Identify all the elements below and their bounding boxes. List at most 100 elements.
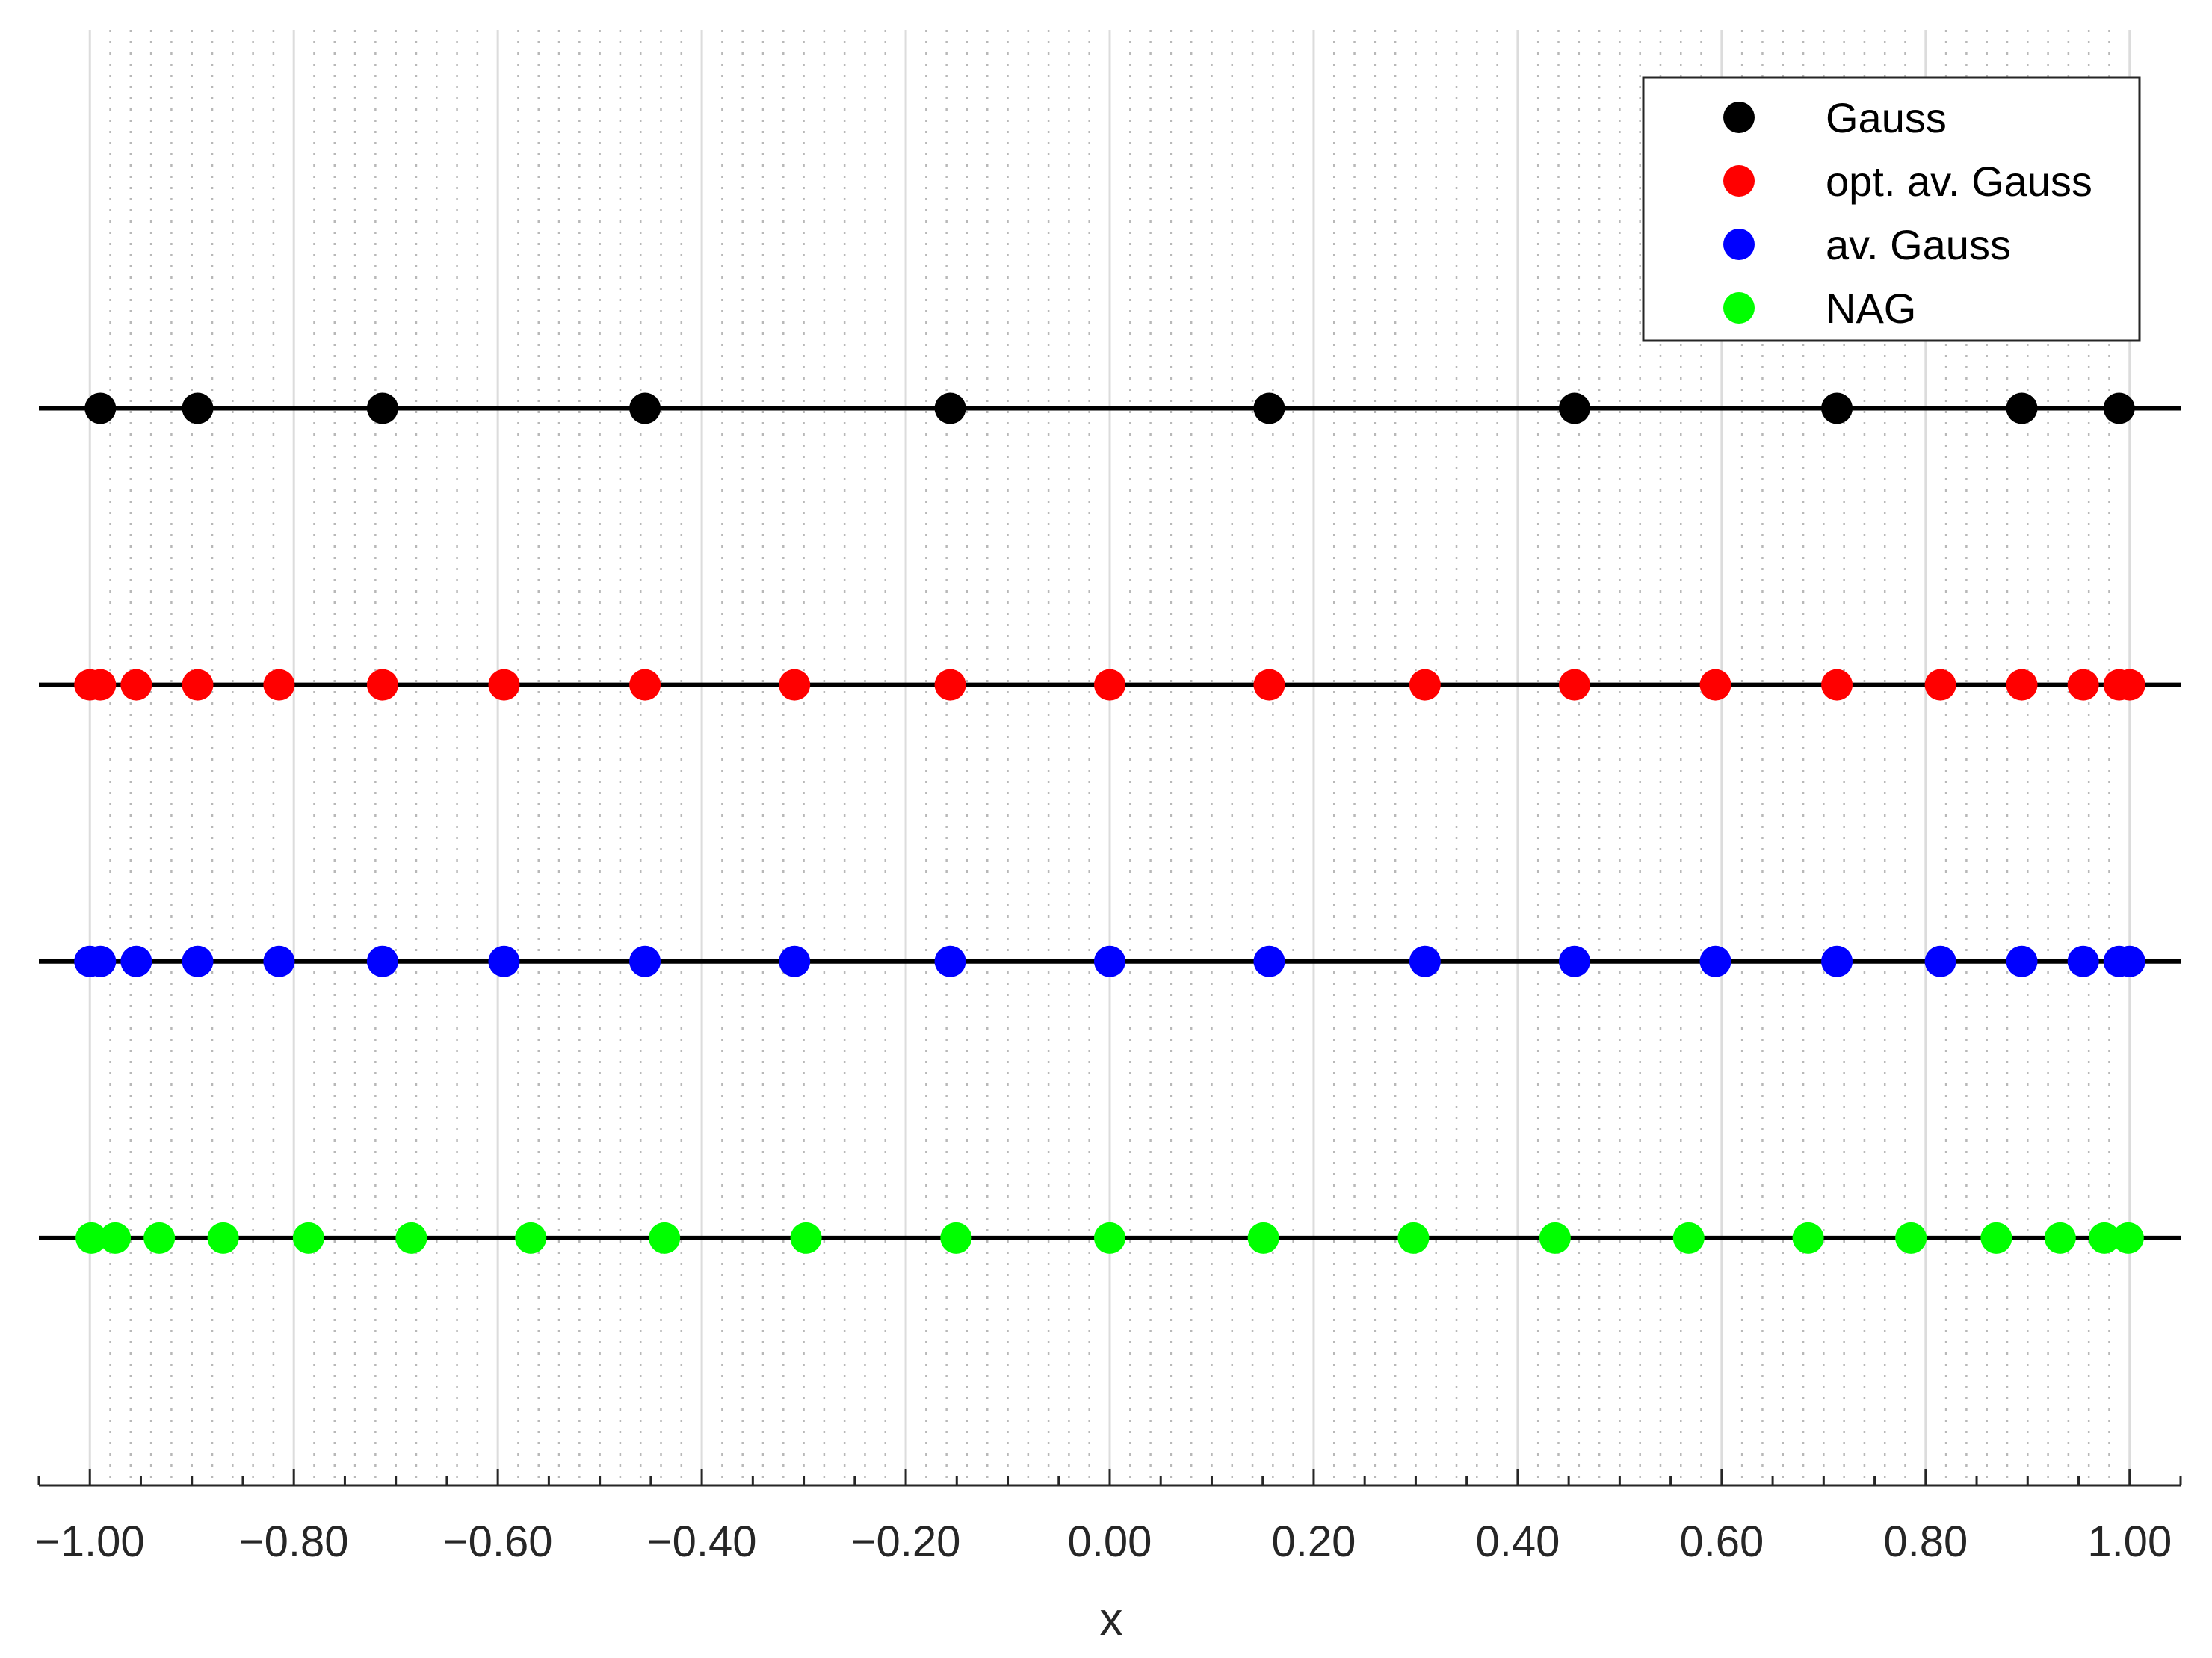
series-3 (39, 1222, 2181, 1254)
data-point (649, 1222, 681, 1254)
data-point (263, 945, 295, 977)
legend-label: NAG (1826, 285, 1916, 332)
data-point (2067, 669, 2099, 701)
x-axis-label: x (1100, 1594, 1123, 1645)
data-point (1821, 945, 1853, 977)
data-point (1253, 392, 1285, 424)
legend-label: Gauss (1826, 94, 1947, 141)
data-point (934, 392, 966, 424)
data-point (1558, 669, 1590, 701)
series-1 (39, 669, 2181, 701)
data-point (75, 1222, 108, 1254)
data-point (2006, 669, 2038, 701)
data-point (940, 1222, 972, 1254)
data-point (120, 945, 152, 977)
data-point (366, 945, 398, 977)
data-point (1094, 1222, 1125, 1254)
x-tick-label: 0.00 (1068, 1518, 1152, 1566)
data-point (2113, 945, 2145, 977)
data-point (779, 945, 811, 977)
data-point (779, 669, 811, 701)
x-tick-label: −0.80 (239, 1518, 349, 1566)
data-point (1924, 669, 1956, 701)
data-point (263, 669, 295, 701)
legend-marker (1723, 229, 1755, 260)
legend-item: Gauss (1723, 94, 1947, 141)
legend-label: av. Gauss (1826, 221, 2011, 268)
data-point (1924, 945, 1956, 977)
legend: Gauss opt. av. Gauss av. Gauss NAG (1642, 76, 2141, 342)
x-tick-label: −1.00 (35, 1518, 145, 1566)
data-point (2067, 945, 2099, 977)
data-point (1247, 1222, 1279, 1254)
data-point (1409, 669, 1441, 701)
data-point (120, 669, 152, 701)
data-point (1558, 392, 1590, 424)
data-point (182, 945, 214, 977)
data-point (182, 669, 214, 701)
x-tick-label: 0.80 (1883, 1518, 1968, 1566)
x-tick-label: 0.40 (1475, 1518, 1560, 1566)
data-point (2044, 1222, 2076, 1254)
x-tick-label: 0.20 (1272, 1518, 1356, 1566)
x-axis: −1.00 −0.80 −0.60 −0.40 −0.20 0.00 0.20 0.40 0.6… (35, 1469, 2182, 1566)
legend-label: opt. av. Gauss (1826, 158, 2092, 205)
data-point (84, 392, 117, 424)
data-point (2113, 669, 2145, 701)
data-point (934, 945, 966, 977)
series-group (39, 392, 2181, 1254)
data-point (1821, 669, 1853, 701)
legend-marker (1723, 102, 1755, 133)
data-point (1672, 1222, 1705, 1254)
data-point (366, 392, 398, 424)
data-point (1253, 945, 1285, 977)
data-point (629, 392, 661, 424)
data-point (1397, 1222, 1430, 1254)
series-2 (39, 945, 2181, 977)
data-point (488, 669, 520, 701)
data-point (790, 1222, 822, 1254)
data-point (629, 945, 661, 977)
legend-marker (1723, 292, 1755, 324)
data-point (143, 1222, 176, 1254)
x-tick-label: 1.00 (2087, 1518, 2172, 1566)
data-point (2112, 1222, 2144, 1254)
data-point (629, 669, 661, 701)
data-point (207, 1222, 239, 1254)
data-point (515, 1222, 547, 1254)
legend-item: opt. av. Gauss (1723, 158, 2092, 205)
data-point (2088, 1222, 2120, 1254)
data-point (1699, 945, 1731, 977)
legend-item: NAG (1723, 285, 1916, 332)
x-tick-label: −0.40 (647, 1518, 757, 1566)
data-point (1253, 669, 1285, 701)
data-point (84, 669, 117, 701)
data-point (2006, 392, 2038, 424)
data-point (2006, 945, 2038, 977)
data-point (1980, 1222, 2012, 1254)
x-tick-label: −0.60 (443, 1518, 553, 1566)
data-point (292, 1222, 324, 1254)
data-point (934, 669, 966, 701)
x-tick-label: −0.20 (851, 1518, 961, 1566)
data-point (84, 945, 117, 977)
data-point (2103, 392, 2135, 424)
data-point (395, 1222, 427, 1254)
data-point (1895, 1222, 1927, 1254)
series-0 (39, 392, 2181, 424)
data-point (1699, 669, 1731, 701)
data-point (182, 392, 214, 424)
data-point (1094, 669, 1125, 701)
data-point (1094, 945, 1125, 977)
data-point (1558, 945, 1590, 977)
data-point (1409, 945, 1441, 977)
data-point (1821, 392, 1853, 424)
data-point (99, 1222, 132, 1254)
legend-item: av. Gauss (1723, 221, 2011, 268)
x-tick-label: 0.60 (1679, 1518, 1764, 1566)
data-point (1792, 1222, 1824, 1254)
legend-marker (1723, 165, 1755, 197)
data-point (1539, 1222, 1571, 1254)
data-point (366, 669, 398, 701)
